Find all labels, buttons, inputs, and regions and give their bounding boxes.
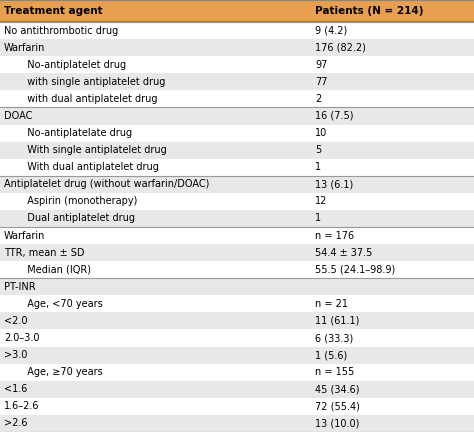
Text: Antiplatelet drug (without warfarin/DOAC): Antiplatelet drug (without warfarin/DOAC… (4, 179, 209, 189)
Bar (0, 39, 474, 56)
Text: >3.0: >3.0 (4, 350, 27, 360)
Bar (0, 227, 474, 244)
Bar (0, 56, 474, 73)
Bar (0, 210, 474, 227)
Bar (0, 261, 474, 278)
Text: 6 (33.3): 6 (33.3) (315, 333, 354, 343)
Text: 55.5 (24.1–98.9): 55.5 (24.1–98.9) (315, 265, 395, 275)
Bar (0, 176, 474, 193)
Text: No-antiplatelate drug: No-antiplatelate drug (21, 128, 132, 138)
Text: Treatment agent: Treatment agent (4, 6, 102, 16)
Bar (0, 312, 474, 330)
Text: >2.6: >2.6 (4, 419, 27, 429)
Text: 1: 1 (315, 213, 321, 223)
Text: <2.0: <2.0 (4, 316, 27, 326)
Text: Patients (N = 214): Patients (N = 214) (315, 6, 424, 16)
Text: With dual antiplatelet drug: With dual antiplatelet drug (21, 162, 159, 172)
Bar (0, 295, 474, 312)
Bar (0, 142, 474, 159)
Text: 10: 10 (315, 128, 328, 138)
Text: With single antiplatelet drug: With single antiplatelet drug (21, 145, 167, 155)
Text: 2.0–3.0: 2.0–3.0 (4, 333, 39, 343)
Bar (0, 278, 474, 295)
Text: with dual antiplatelet drug: with dual antiplatelet drug (21, 94, 158, 104)
Text: 1 (5.6): 1 (5.6) (315, 350, 347, 360)
Bar (0, 73, 474, 90)
Text: 2: 2 (315, 94, 321, 104)
Bar (0, 22, 474, 39)
Text: DOAC: DOAC (4, 111, 32, 121)
Bar (0, 381, 474, 398)
Text: PT-INR: PT-INR (4, 282, 36, 292)
Bar (0, 159, 474, 176)
Text: Age, ≥70 years: Age, ≥70 years (21, 367, 103, 377)
Text: Median (IQR): Median (IQR) (21, 265, 91, 275)
Bar (0, 244, 474, 261)
Text: n = 21: n = 21 (315, 299, 348, 309)
Text: Dual antiplatelet drug: Dual antiplatelet drug (21, 213, 136, 223)
Bar (0, 364, 474, 381)
Bar (0, 398, 474, 415)
Text: 54.4 ± 37.5: 54.4 ± 37.5 (315, 248, 373, 257)
Text: 13 (6.1): 13 (6.1) (315, 179, 354, 189)
Bar (0, 108, 474, 124)
Text: Warfarin: Warfarin (4, 231, 45, 241)
Bar (0, 90, 474, 108)
Bar (0, 330, 474, 346)
Bar (0, 193, 474, 210)
Text: Aspirin (monotherapy): Aspirin (monotherapy) (21, 197, 138, 206)
Text: 97: 97 (315, 60, 328, 70)
Text: No antithrombotic drug: No antithrombotic drug (4, 25, 118, 35)
Text: 5: 5 (315, 145, 321, 155)
Text: 1: 1 (315, 162, 321, 172)
Text: 9 (4.2): 9 (4.2) (315, 25, 347, 35)
Text: TTR, mean ± SD: TTR, mean ± SD (4, 248, 84, 257)
Bar (0, 0, 474, 22)
Text: n = 176: n = 176 (315, 231, 355, 241)
Text: 77: 77 (315, 77, 328, 87)
Text: <1.6: <1.6 (4, 384, 27, 394)
Bar (0, 415, 474, 432)
Text: No-antiplatelet drug: No-antiplatelet drug (21, 60, 127, 70)
Text: Warfarin: Warfarin (4, 43, 45, 53)
Text: 13 (10.0): 13 (10.0) (315, 419, 360, 429)
Text: 1.6–2.6: 1.6–2.6 (4, 401, 39, 411)
Text: 16 (7.5): 16 (7.5) (315, 111, 354, 121)
Text: with single antiplatelet drug: with single antiplatelet drug (21, 77, 166, 87)
Text: 176 (82.2): 176 (82.2) (315, 43, 366, 53)
Text: 45 (34.6): 45 (34.6) (315, 384, 360, 394)
Text: 11 (61.1): 11 (61.1) (315, 316, 360, 326)
Bar (0, 346, 474, 364)
Text: Age, <70 years: Age, <70 years (21, 299, 103, 309)
Text: 72 (55.4): 72 (55.4) (315, 401, 360, 411)
Text: n = 155: n = 155 (315, 367, 355, 377)
Text: 12: 12 (315, 197, 328, 206)
Bar (0, 124, 474, 142)
